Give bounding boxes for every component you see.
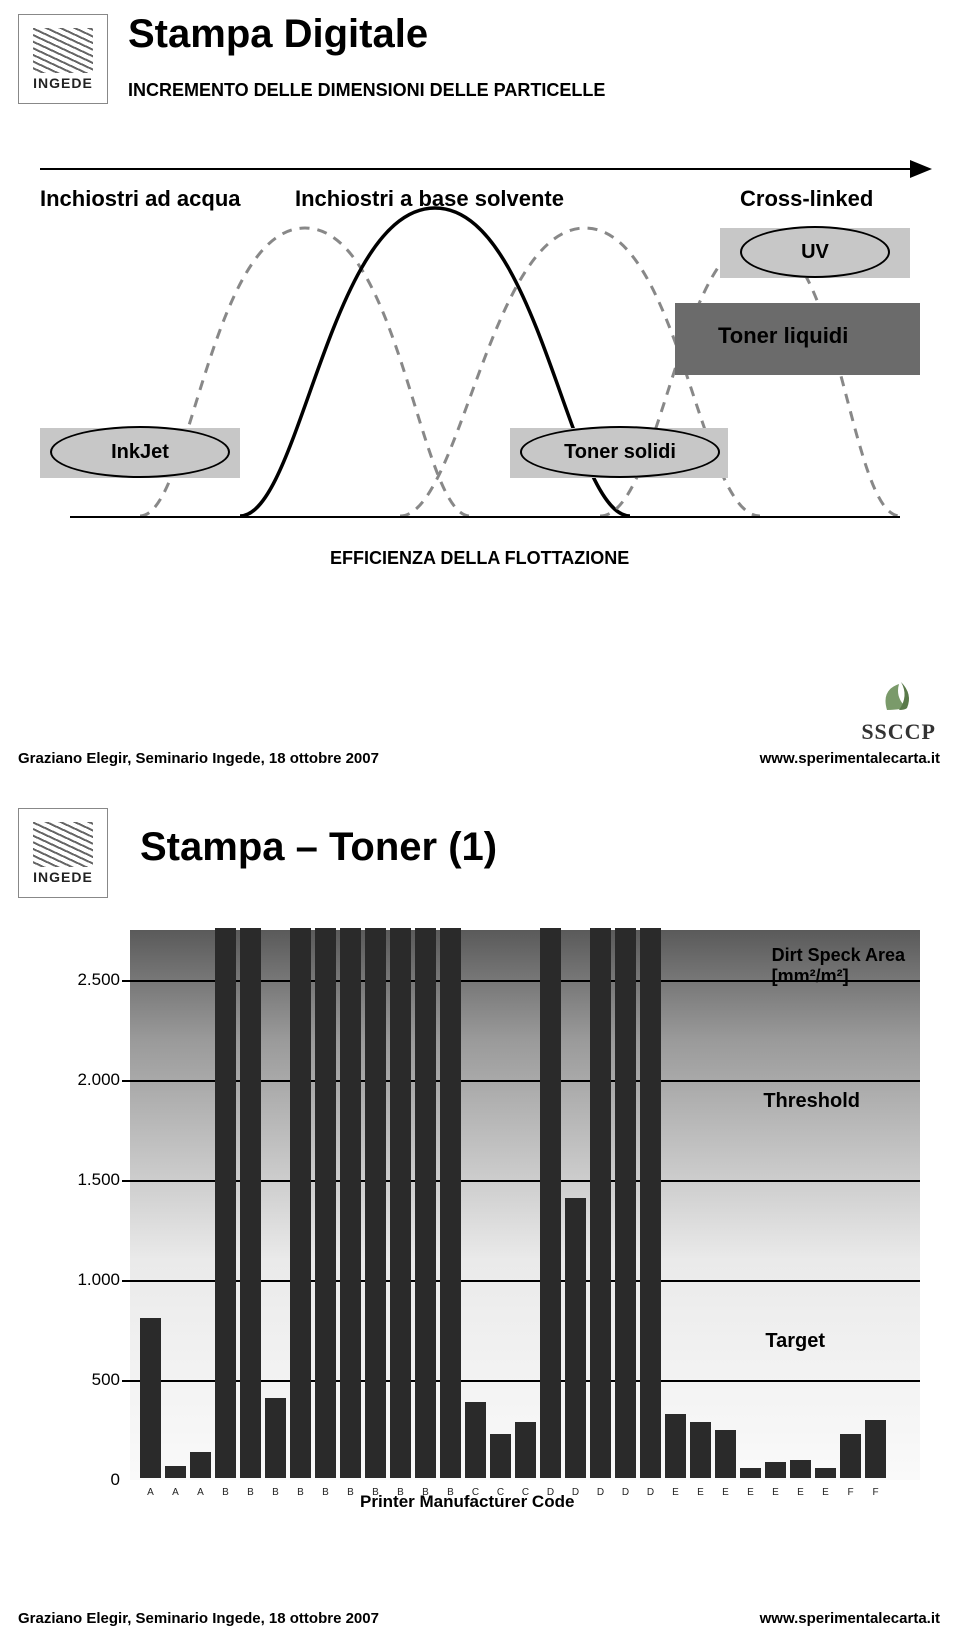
bar xyxy=(515,1422,536,1478)
bar xyxy=(390,928,411,1478)
bar xyxy=(815,1468,836,1478)
x-category: E xyxy=(665,1487,686,1498)
bar xyxy=(565,1198,586,1478)
x-category: B xyxy=(290,1487,311,1498)
ssccp-logo: SSCCP xyxy=(861,680,936,745)
uv-ellipse: UV xyxy=(740,226,890,278)
bar xyxy=(340,928,361,1478)
bar xyxy=(140,1318,161,1478)
bar xyxy=(315,928,336,1478)
x-category: B xyxy=(340,1487,361,1498)
y-tick-label: 0 xyxy=(60,1470,120,1490)
slide1-subtitle: INCREMENTO DELLE DIMENSIONI DELLE PARTIC… xyxy=(128,80,605,101)
solid-toner-label: Toner solidi xyxy=(564,441,676,464)
bar xyxy=(240,928,261,1478)
bar xyxy=(790,1460,811,1478)
slide2-footer-right: www.sperimentalecarta.it xyxy=(760,1610,940,1627)
legend-target: Target xyxy=(765,1330,825,1353)
plot-area: Dirt Speck Area [mm²/m²] Threshold Targe… xyxy=(130,930,920,1480)
bar xyxy=(590,928,611,1478)
slide-stampa-digitale: INGEDE Stampa Digitale INCREMENTO DELLE … xyxy=(0,0,960,780)
x-category: D xyxy=(640,1487,661,1498)
x-category: A xyxy=(140,1487,161,1498)
x-category: A xyxy=(165,1487,186,1498)
x-category: E xyxy=(765,1487,786,1498)
bar xyxy=(540,928,561,1478)
bar xyxy=(365,928,386,1478)
logo-hatch-icon-2 xyxy=(33,822,93,867)
inkjet-ellipse: InkJet xyxy=(50,426,230,478)
bar xyxy=(265,1398,286,1478)
slide1-footer-right: www.sperimentalecarta.it xyxy=(760,750,940,767)
legend-threshold: Threshold xyxy=(763,1090,860,1113)
legend-dirt: Dirt Speck Area [mm²/m²] xyxy=(772,945,905,987)
logo-hatch-icon xyxy=(33,28,93,73)
bar xyxy=(865,1420,886,1478)
uv-label: UV xyxy=(801,241,829,264)
x-category: E xyxy=(690,1487,711,1498)
x-category: B xyxy=(315,1487,336,1498)
inkjet-label: InkJet xyxy=(111,441,169,464)
particle-size-diagram: Inchiostri ad acqua Inchiostri a base so… xyxy=(40,168,940,578)
bar xyxy=(690,1422,711,1478)
x-category: E xyxy=(815,1487,836,1498)
y-tick-label: 1.000 xyxy=(60,1270,120,1290)
logo-text-2: INGEDE xyxy=(33,869,93,885)
slide2-title: Stampa – Toner (1) xyxy=(140,825,497,870)
bar xyxy=(190,1452,211,1478)
liquid-toner-label: Toner liquidi xyxy=(718,323,848,349)
slide-stampa-toner: INGEDE Stampa – Toner (1) Dirt Speck Are… xyxy=(0,780,960,1639)
x-category: B xyxy=(265,1487,286,1498)
leaf-icon xyxy=(879,680,919,714)
bar xyxy=(215,928,236,1478)
bar xyxy=(765,1462,786,1478)
x-category: D xyxy=(590,1487,611,1498)
bar xyxy=(640,928,661,1478)
solid-toner-ellipse: Toner solidi xyxy=(520,426,720,478)
bar xyxy=(665,1414,686,1478)
bar xyxy=(165,1466,186,1478)
dirt-speck-chart: Dirt Speck Area [mm²/m²] Threshold Targe… xyxy=(60,920,930,1560)
y-tick-label: 500 xyxy=(60,1370,120,1390)
y-tick-label: 2.500 xyxy=(60,970,120,990)
y-tick-label: 2.000 xyxy=(60,1070,120,1090)
bar xyxy=(490,1434,511,1478)
y-tick-label: 1.500 xyxy=(60,1170,120,1190)
x-category: F xyxy=(840,1487,861,1498)
ingede-logo: INGEDE xyxy=(18,14,108,104)
bar xyxy=(740,1468,761,1478)
ingede-logo-2: INGEDE xyxy=(18,808,108,898)
logo-text: INGEDE xyxy=(33,75,93,91)
bar xyxy=(440,928,461,1478)
slide2-footer-left: Graziano Elegir, Seminario Ingede, 18 ot… xyxy=(18,1610,379,1627)
bar xyxy=(465,1402,486,1478)
bar xyxy=(615,928,636,1478)
x-category: D xyxy=(615,1487,636,1498)
slide1-title: Stampa Digitale xyxy=(128,12,428,57)
bar xyxy=(415,928,436,1478)
bar xyxy=(715,1430,736,1478)
efficiency-label: EFFICIENZA DELLA FLOTTAZIONE xyxy=(330,548,629,569)
slide1-footer-left: Graziano Elegir, Seminario Ingede, 18 ot… xyxy=(18,750,379,767)
ssccp-text: SSCCP xyxy=(861,719,936,745)
x-category: E xyxy=(740,1487,761,1498)
bar xyxy=(840,1434,861,1478)
x-category: A xyxy=(190,1487,211,1498)
x-category: E xyxy=(790,1487,811,1498)
x-category: B xyxy=(240,1487,261,1498)
x-category: B xyxy=(215,1487,236,1498)
x-axis-label: Printer Manufacturer Code xyxy=(360,1492,574,1512)
x-category: F xyxy=(865,1487,886,1498)
bar xyxy=(290,928,311,1478)
baseline xyxy=(70,516,900,518)
x-category: E xyxy=(715,1487,736,1498)
